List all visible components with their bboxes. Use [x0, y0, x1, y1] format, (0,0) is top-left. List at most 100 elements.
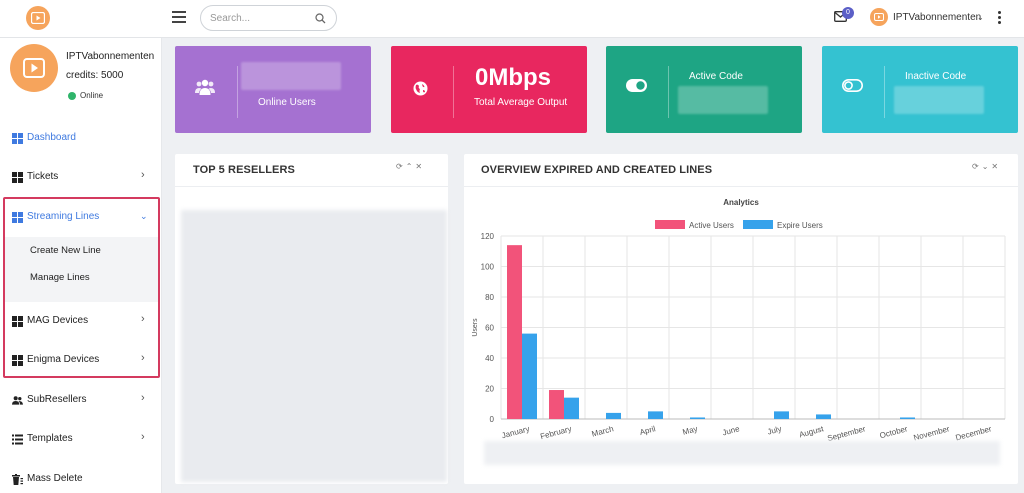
- search-box[interactable]: [200, 5, 337, 31]
- x-tick-label: August: [798, 424, 825, 439]
- sidebar-item-subresellers[interactable]: SubResellers ›: [0, 385, 160, 415]
- menu-toggle-icon[interactable]: [172, 11, 186, 23]
- sidebar-item-label: Streaming Lines: [27, 211, 100, 222]
- users-icon: [12, 396, 23, 405]
- x-tick-label: May: [682, 424, 699, 437]
- bar: [606, 412, 621, 419]
- bar: [564, 397, 579, 419]
- profile-avatar: [10, 44, 58, 92]
- chart-title: Analytics: [723, 198, 759, 207]
- bar: [522, 333, 537, 419]
- chevron-right-icon: ›: [141, 313, 145, 325]
- legend-swatch: [743, 220, 773, 229]
- chevron-right-icon: ›: [141, 392, 145, 404]
- panel-tools: ⟳⌄✕: [972, 162, 1001, 171]
- x-tick-label: October: [879, 424, 909, 440]
- redacted-value: [894, 86, 984, 114]
- sidebar: IPTVabonnementen credits: 5000 Online Da…: [0, 38, 162, 493]
- y-tick-label: 100: [481, 263, 495, 272]
- redacted-value: [241, 62, 341, 90]
- y-axis-label: Users: [472, 318, 479, 337]
- sidebar-item-label: Dashboard: [27, 132, 76, 143]
- brand-logo[interactable]: [26, 6, 50, 30]
- y-tick-label: 80: [485, 293, 494, 302]
- sidebar-item-templates[interactable]: Templates ›: [0, 424, 160, 454]
- panel-title: OVERVIEW EXPIRED AND CREATED LINES: [481, 164, 713, 176]
- globe-icon: [413, 81, 428, 96]
- bar: [549, 390, 564, 419]
- redacted-value: [678, 86, 768, 114]
- chevron-down-icon[interactable]: ⌄: [981, 162, 992, 171]
- x-tick-label: March: [591, 424, 615, 438]
- user-avatar: [870, 8, 888, 26]
- grid-icon: [12, 172, 23, 183]
- search-icon[interactable]: [315, 13, 326, 24]
- submenu-item-manage-lines[interactable]: Manage Lines: [30, 272, 90, 283]
- profile-credits: credits: 5000: [66, 70, 124, 81]
- y-tick-label: 120: [481, 232, 495, 241]
- grid-icon: [12, 355, 23, 366]
- bar: [774, 411, 789, 419]
- sidebar-item-streaming-lines[interactable]: Streaming Lines ⌄: [0, 202, 160, 232]
- top-bar: 0 IPTVabonnementen ⌄: [0, 0, 1024, 38]
- card-divider: [453, 66, 454, 118]
- bar: [648, 411, 663, 419]
- toggle-on-icon: [626, 79, 647, 92]
- y-tick-label: 40: [485, 354, 494, 363]
- submenu-item-create-new-line[interactable]: Create New Line: [30, 245, 101, 256]
- bar: [507, 245, 522, 419]
- redacted-footer: [484, 441, 1000, 465]
- sidebar-item-enigma-devices[interactable]: Enigma Devices ›: [0, 345, 160, 375]
- refresh-icon[interactable]: ⟳: [396, 162, 406, 171]
- y-tick-label: 60: [485, 324, 494, 333]
- stat-card-online-users: Online Users: [175, 46, 371, 133]
- collapse-icon[interactable]: ⌃: [405, 162, 416, 171]
- chevron-right-icon: ›: [141, 169, 145, 181]
- x-tick-label: June: [721, 424, 741, 437]
- panel-title: TOP 5 RESELLERS: [193, 164, 295, 176]
- card-divider: [237, 66, 238, 118]
- analytics-chart: Analytics Active Users Expire Users 0 20 40 60…: [472, 198, 1006, 443]
- close-icon[interactable]: ✕: [415, 162, 426, 171]
- x-tick-label: December: [955, 424, 993, 442]
- more-vertical-icon[interactable]: [998, 11, 1002, 26]
- users-icon: [195, 79, 215, 95]
- close-icon[interactable]: ✕: [991, 162, 1002, 171]
- stat-label: Online Users: [258, 97, 316, 108]
- panel-tools: ⟳⌃✕: [396, 162, 425, 171]
- x-tick-label: February: [539, 424, 572, 441]
- panel-divider: [175, 186, 448, 187]
- bar: [816, 414, 831, 419]
- x-tick-label: November: [913, 424, 951, 442]
- sidebar-item-label: Mass Delete: [27, 473, 83, 484]
- sidebar-item-mag-devices[interactable]: MAG Devices ›: [0, 306, 160, 336]
- legend-label: Expire Users: [777, 221, 823, 230]
- x-tick-label: January: [501, 424, 531, 440]
- status-dot: [68, 92, 76, 100]
- sidebar-item-label: Enigma Devices: [27, 354, 100, 365]
- grid-icon: [12, 133, 23, 144]
- refresh-icon[interactable]: ⟳: [972, 162, 982, 171]
- sidebar-item-mass-delete[interactable]: Mass Delete: [0, 464, 160, 493]
- trash-icon: [12, 474, 23, 485]
- redacted-resellers-list: [181, 210, 447, 482]
- y-tick-label: 0: [490, 415, 495, 424]
- stat-card-inactive-code: Inactive Code: [822, 46, 1018, 133]
- sidebar-item-dashboard[interactable]: Dashboard: [0, 123, 160, 153]
- chevron-right-icon: ›: [141, 431, 145, 443]
- profile-name: IPTVabonnementen: [66, 51, 155, 62]
- toggle-off-icon: [842, 79, 863, 92]
- grid-icon: [12, 212, 23, 223]
- overview-panel: OVERVIEW EXPIRED AND CREATED LINES ⟳⌄✕ A…: [464, 154, 1018, 484]
- chevron-down-icon: ⌄: [140, 211, 148, 221]
- stat-label: Inactive Code: [905, 71, 967, 82]
- search-input[interactable]: [210, 10, 310, 26]
- panel-divider: [464, 186, 1018, 187]
- sidebar-item-label: Templates: [27, 433, 73, 444]
- stat-label: Active Code: [689, 71, 743, 82]
- list-icon: [12, 434, 23, 445]
- sidebar-item-tickets[interactable]: Tickets ›: [0, 162, 160, 192]
- y-tick-label: 20: [485, 385, 494, 394]
- stat-card-total-output: 0Mbps Total Average Output: [391, 46, 587, 133]
- card-divider: [884, 66, 885, 118]
